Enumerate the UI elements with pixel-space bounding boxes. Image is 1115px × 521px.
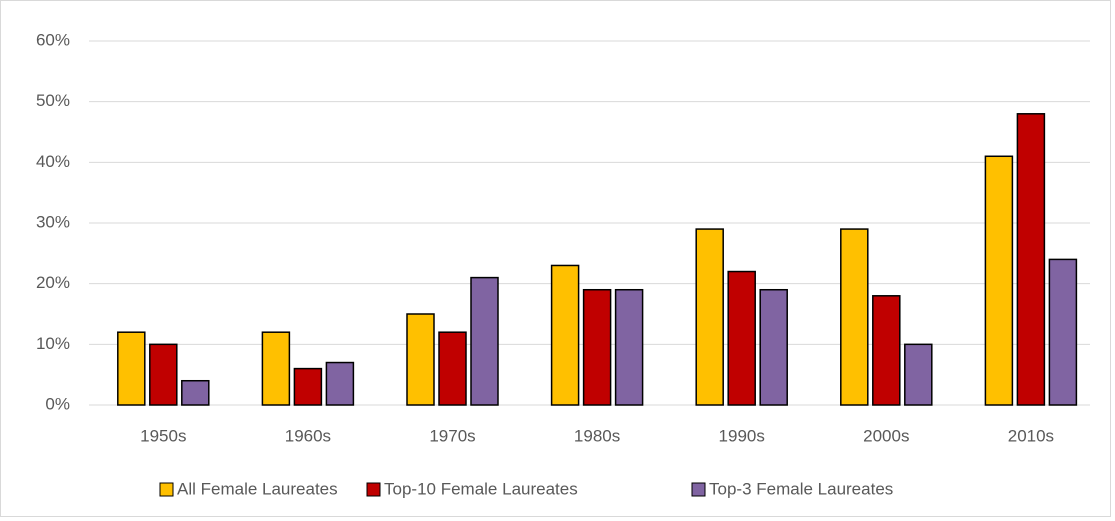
bar: [293, 367, 323, 406]
bar: [181, 379, 210, 406]
bar: [550, 264, 580, 406]
bar: [325, 361, 355, 406]
legend-swatch: [159, 482, 174, 497]
y-tick-label: 30%: [36, 212, 70, 231]
y-tick-label: 0%: [45, 394, 70, 413]
x-tick-label: 1970s: [429, 426, 475, 445]
bar: [470, 276, 499, 406]
y-tick-label: 50%: [36, 91, 70, 110]
x-tick-label: 1950s: [140, 426, 186, 445]
y-tick-label: 20%: [36, 273, 70, 292]
bar: [117, 331, 146, 406]
bar: [1048, 258, 1078, 406]
x-tick-label: 1960s: [285, 426, 331, 445]
bar: [840, 228, 869, 406]
bar: [261, 331, 291, 406]
bar: [438, 331, 467, 406]
bar: [727, 270, 756, 406]
legend-swatch: [691, 482, 706, 497]
bar: [1016, 113, 1046, 406]
bar: [759, 288, 788, 406]
legend-swatch: [366, 482, 381, 497]
x-tick-label: 2000s: [863, 426, 909, 445]
x-tick-label: 1990s: [719, 426, 765, 445]
bar: [872, 295, 901, 406]
legend-label: Top-3 Female Laureates: [709, 479, 893, 498]
y-tick-label: 40%: [36, 152, 70, 171]
x-tick-label: 1980s: [574, 426, 620, 445]
legend-label: Top-10 Female Laureates: [384, 479, 578, 498]
bar: [406, 313, 435, 406]
y-tick-label: 60%: [36, 30, 70, 49]
bar: [614, 288, 644, 406]
bar: [149, 343, 178, 406]
bar: [582, 288, 612, 406]
bar: [695, 228, 724, 406]
bar: [984, 155, 1014, 406]
y-tick-label: 10%: [36, 334, 70, 353]
legend-label: All Female Laureates: [177, 479, 338, 498]
bar: [904, 343, 933, 406]
x-tick-label: 2010s: [1008, 426, 1054, 445]
